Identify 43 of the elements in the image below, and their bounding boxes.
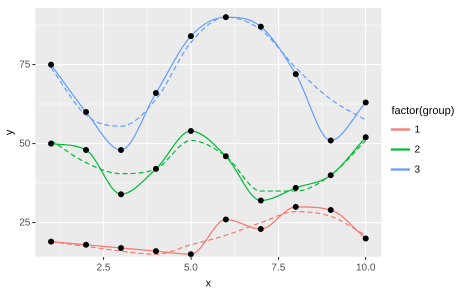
legend-label: 1 <box>414 124 420 136</box>
point <box>118 146 124 153</box>
point <box>362 100 369 106</box>
point <box>258 226 264 232</box>
point <box>48 140 54 147</box>
point <box>258 24 264 30</box>
point <box>328 172 334 178</box>
y-tick-label: 50 <box>19 138 31 150</box>
point <box>118 244 124 251</box>
point <box>292 71 299 78</box>
point <box>188 251 194 257</box>
point <box>222 14 229 20</box>
point <box>152 166 159 172</box>
y-tick-label: 75 <box>19 59 31 70</box>
point <box>188 33 194 40</box>
x-tick-label: 7.5 <box>271 262 286 274</box>
point <box>222 216 229 222</box>
legend-label: 2 <box>414 144 420 156</box>
x-tick-label: 5.0 <box>184 262 198 274</box>
point <box>83 242 90 248</box>
point <box>292 184 299 191</box>
x-tick-label: 2.5 <box>96 262 111 274</box>
x-axis-title: x <box>206 277 212 290</box>
y-axis-title: y <box>4 129 16 136</box>
point <box>328 137 334 144</box>
point <box>83 109 90 116</box>
point <box>258 198 264 204</box>
point <box>48 238 54 245</box>
point <box>222 153 229 160</box>
y-tick-label: 25 <box>19 217 31 228</box>
point <box>362 235 369 242</box>
point <box>362 134 369 140</box>
legend-label: 3 <box>414 164 420 176</box>
legend-title: factor(group) <box>391 105 454 118</box>
point <box>188 128 194 134</box>
x-tick-label: 10.0 <box>356 262 376 274</box>
point <box>152 90 159 96</box>
point <box>292 204 299 210</box>
point <box>152 248 159 254</box>
point <box>48 62 54 68</box>
point <box>118 191 124 198</box>
point <box>83 146 90 153</box>
point <box>328 207 334 214</box>
